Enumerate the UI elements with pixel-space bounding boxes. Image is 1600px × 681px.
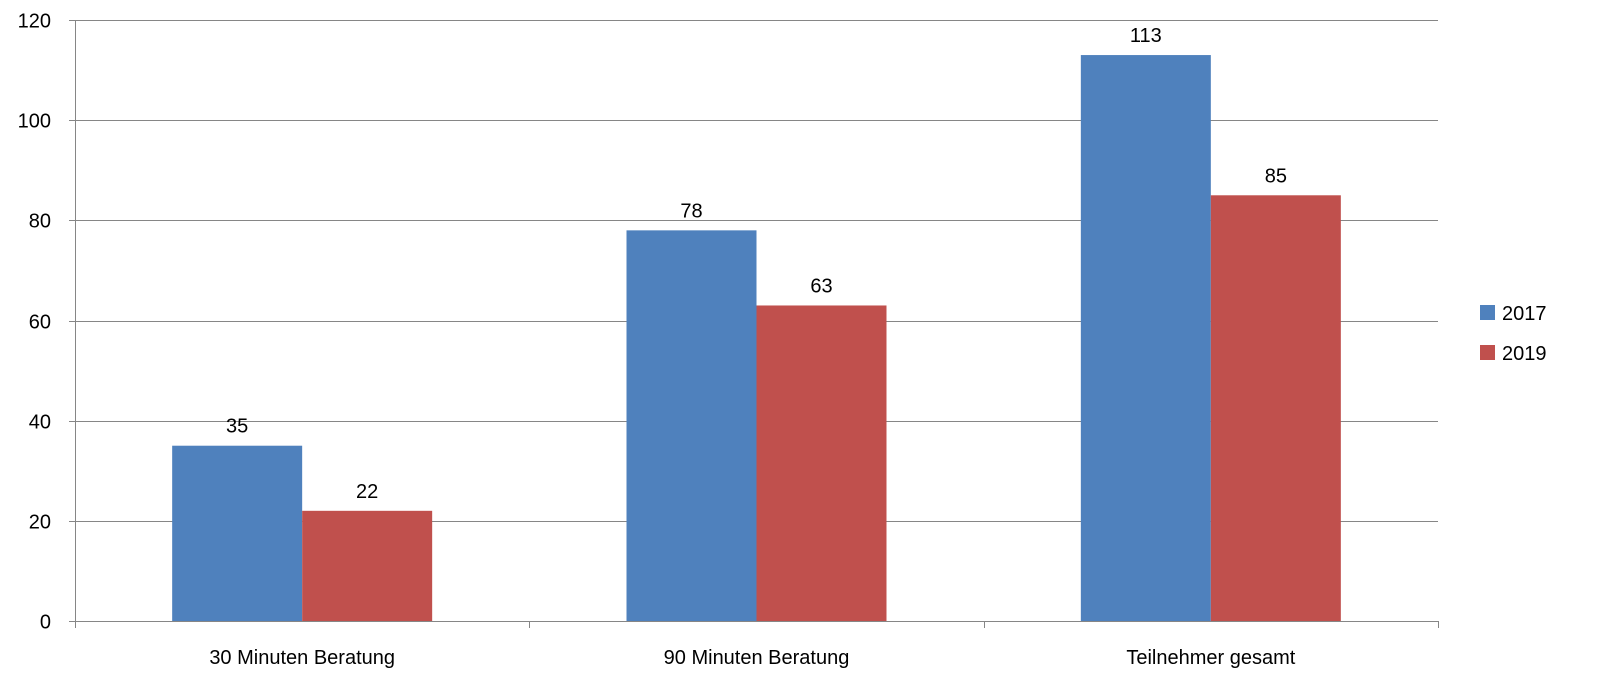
legend-swatch-2017 xyxy=(1480,305,1495,320)
y-tick-label: 100 xyxy=(18,111,51,133)
y-tick-label: 80 xyxy=(29,211,51,233)
data-label: 78 xyxy=(680,200,702,222)
bar-2019-2 xyxy=(1210,195,1341,621)
bar-2017-0 xyxy=(172,445,303,621)
y-tick-label: 40 xyxy=(29,412,51,434)
data-label: 113 xyxy=(1130,25,1162,47)
x-category-label: 90 Minuten Beratung xyxy=(664,647,850,669)
data-label: 85 xyxy=(1265,165,1287,187)
y-tick-label: 120 xyxy=(18,11,51,33)
legend-label: 2019 xyxy=(1502,343,1547,365)
bar-2017-2 xyxy=(1080,55,1211,621)
bar-2019-0 xyxy=(302,510,433,621)
y-tick-label: 60 xyxy=(29,312,51,334)
y-tick-label: 0 xyxy=(40,612,51,634)
data-label: 63 xyxy=(810,275,832,297)
legend-swatch-2019 xyxy=(1480,345,1495,360)
x-category-label: 30 Minuten Beratung xyxy=(209,647,395,669)
labels: 0 20 40 60 80 100 120 35 22 30 Minuten Beratung 78… xyxy=(18,11,1296,670)
axes xyxy=(69,20,1439,628)
legend: 2017 2019 xyxy=(1480,303,1547,365)
legend-label: 2017 xyxy=(1502,303,1547,325)
bars xyxy=(172,55,1341,621)
x-category-label: Teilnehmer gesamt xyxy=(1126,647,1295,669)
data-label: 22 xyxy=(356,481,378,503)
data-label: 35 xyxy=(226,416,248,438)
y-tick-label: 20 xyxy=(29,512,51,534)
bar-2017-1 xyxy=(626,230,757,621)
bar-2019-1 xyxy=(756,305,887,621)
